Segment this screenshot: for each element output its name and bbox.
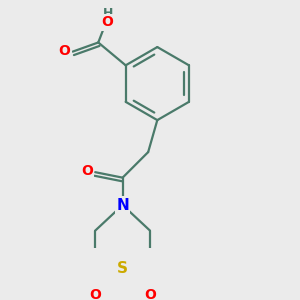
Text: H: H	[103, 7, 113, 20]
Text: O: O	[58, 44, 70, 58]
Text: O: O	[144, 288, 156, 300]
Text: O: O	[81, 164, 93, 178]
Text: S: S	[117, 262, 128, 277]
Text: O: O	[89, 288, 101, 300]
Text: O: O	[101, 15, 113, 29]
Text: N: N	[116, 198, 129, 213]
